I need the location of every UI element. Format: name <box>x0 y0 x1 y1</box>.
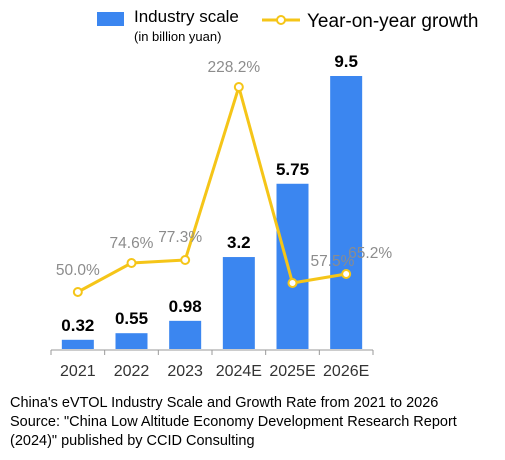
bar-2022 <box>115 333 148 349</box>
bar-2021 <box>61 339 94 349</box>
x-tick-label: 2024E <box>216 363 262 380</box>
x-tick-label: 2021 <box>60 363 96 380</box>
bar-value-label: 0.98 <box>169 297 202 316</box>
growth-point <box>341 269 352 279</box>
chart: Industry scale (in billion yuan) Year-on… <box>50 7 478 380</box>
chart-caption: China's eVTOL Industry Scale and Growth … <box>10 394 500 451</box>
growth-point <box>233 82 244 92</box>
legend-bar-swatch <box>97 12 124 26</box>
growth-point <box>72 287 83 297</box>
caption-source: Source: "China Low Altitude Economy Deve… <box>10 414 457 430</box>
bar-2023 <box>169 320 202 349</box>
x-tick-label: 2022 <box>114 363 150 380</box>
bar-value-label: 5.75 <box>276 160 309 179</box>
plot-area: 0.32 2021 0.55 2022 0.98 2023 3.2 2024E 5.75 2025… <box>50 52 392 380</box>
growth-point <box>180 255 191 265</box>
bar-2025E <box>276 183 309 349</box>
bar-2024E <box>222 257 255 349</box>
bar-value-label: 0.32 <box>61 316 94 335</box>
bar-value-label: 9.5 <box>334 52 358 71</box>
growth-value-label: 74.6% <box>110 235 154 252</box>
caption-title: China's eVTOL Industry Scale and Growth … <box>10 395 439 411</box>
growth-value-label: 228.2% <box>208 59 261 76</box>
bar-value-label: 0.55 <box>115 309 148 328</box>
legend-bar-sublabel: (in billion yuan) <box>134 29 221 44</box>
legend-line-marker <box>276 15 286 25</box>
legend: Industry scale (in billion yuan) Year-on… <box>97 7 478 44</box>
caption-source-cont: (2024)" published by CCID Consulting <box>10 433 255 449</box>
x-tick-label: 2026E <box>323 363 369 380</box>
growth-value-label: 57.5% <box>311 253 355 270</box>
growth-value-label: 65.2% <box>348 245 392 262</box>
growth-line <box>77 85 347 294</box>
growth-value-label: 50.0% <box>56 262 100 279</box>
growth-point <box>126 258 137 268</box>
growth-point <box>287 278 298 288</box>
growth-value-label: 77.3% <box>158 229 202 246</box>
bar-2026E <box>330 76 363 349</box>
legend-line-label: Year-on-year growth <box>307 11 478 32</box>
bar-value-label: 3.2 <box>227 233 251 252</box>
x-tick-label: 2025E <box>269 363 315 380</box>
legend-bar-label: Industry scale <box>134 7 239 26</box>
x-tick-label: 2023 <box>167 363 203 380</box>
